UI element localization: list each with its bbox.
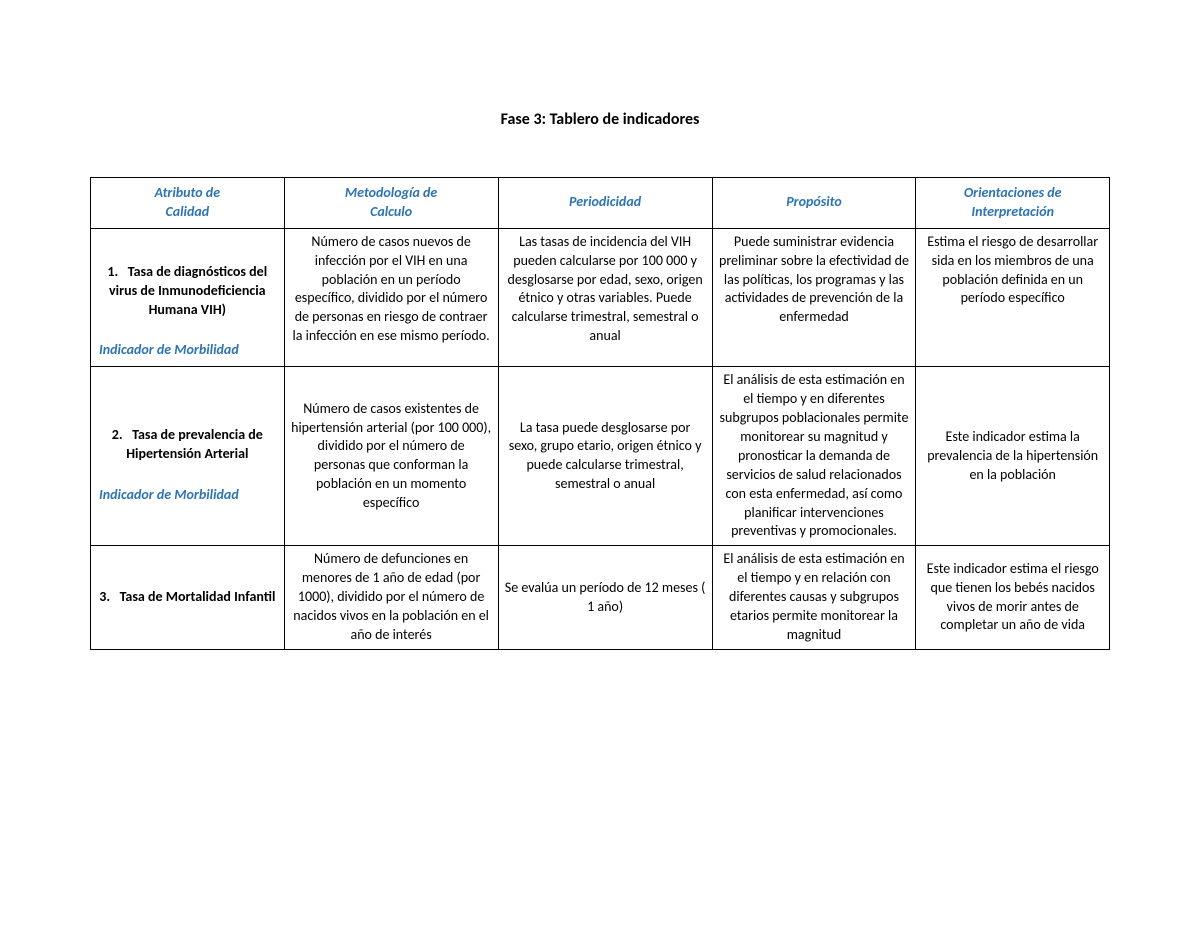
indicator-name: 1. Tasa de diagnósticos del virus de Inm… bbox=[99, 263, 276, 320]
indicator-name: 2. Tasa de prevalencia de Hipertensión A… bbox=[99, 426, 276, 464]
page-title: Fase 3: Tablero de indicadores bbox=[90, 110, 1110, 129]
cell-atributo: 2. Tasa de prevalencia de Hipertensión A… bbox=[91, 367, 285, 546]
indicator-type: Indicador de Morbilidad bbox=[99, 341, 276, 360]
indicators-table: Atributo de Calidad Metodología de Calcu… bbox=[90, 177, 1110, 650]
cell-orientaciones: Este indicador estima el riesgo que tien… bbox=[916, 546, 1110, 649]
cell-orientaciones: Este indicador estima la prevalencia de … bbox=[916, 367, 1110, 546]
table-row: 3. Tasa de Mortalidad Infantil Número de… bbox=[91, 546, 1110, 649]
header-proposito: Propósito bbox=[712, 178, 916, 229]
document-page: Fase 3: Tablero de indicadores Atributo … bbox=[0, 0, 1200, 650]
header-text: Calidad bbox=[165, 203, 209, 220]
cell-metodologia: Número de casos existentes de hipertensi… bbox=[284, 367, 498, 546]
header-text: Periodicidad bbox=[569, 193, 641, 210]
indicator-title: Tasa de prevalencia de Hipertensión Arte… bbox=[126, 426, 263, 462]
header-metodologia: Metodología de Calculo bbox=[284, 178, 498, 229]
cell-metodologia: Número de casos nuevos de infección por … bbox=[284, 228, 498, 367]
table-row: 1. Tasa de diagnósticos del virus de Inm… bbox=[91, 228, 1110, 367]
indicator-number: 1. bbox=[107, 263, 118, 280]
header-text: Orientaciones de bbox=[964, 184, 1062, 201]
header-orientaciones: Orientaciones de Interpretación bbox=[916, 178, 1110, 229]
cell-proposito: El análisis de esta estimación en el tie… bbox=[712, 367, 916, 546]
indicator-number: 3. bbox=[99, 588, 110, 605]
indicator-title: Tasa de Mortalidad Infantil bbox=[120, 588, 276, 605]
indicator-name: 3. Tasa de Mortalidad Infantil bbox=[99, 588, 276, 607]
header-text: Propósito bbox=[786, 193, 842, 210]
cell-proposito: El análisis de esta estimación en el tie… bbox=[712, 546, 916, 649]
header-text: Calculo bbox=[370, 203, 412, 220]
table-row: 2. Tasa de prevalencia de Hipertensión A… bbox=[91, 367, 1110, 546]
cell-atributo: 3. Tasa de Mortalidad Infantil bbox=[91, 546, 285, 649]
cell-periodicidad: Las tasas de incidencia del VIH pueden c… bbox=[498, 228, 712, 367]
indicator-type: Indicador de Morbilidad bbox=[99, 486, 276, 505]
header-text: Interpretación bbox=[971, 203, 1054, 220]
cell-orientaciones: Estima el riesgo de desarrollar sida en … bbox=[916, 228, 1110, 367]
header-text: Metodología de bbox=[345, 184, 437, 201]
header-text: Atributo de bbox=[155, 184, 221, 201]
cell-metodologia: Número de defunciones en menores de 1 añ… bbox=[284, 546, 498, 649]
table-header-row: Atributo de Calidad Metodología de Calcu… bbox=[91, 178, 1110, 229]
indicator-number: 2. bbox=[112, 426, 123, 443]
cell-periodicidad: La tasa puede desglosarse por sexo, grup… bbox=[498, 367, 712, 546]
cell-atributo: 1. Tasa de diagnósticos del virus de Inm… bbox=[91, 228, 285, 367]
indicator-title: Tasa de diagnósticos del virus de Inmuno… bbox=[109, 263, 267, 318]
header-periodicidad: Periodicidad bbox=[498, 178, 712, 229]
cell-periodicidad: Se evalúa un período de 12 meses ( 1 año… bbox=[498, 546, 712, 649]
cell-proposito: Puede suministrar evidencia preliminar s… bbox=[712, 228, 916, 367]
header-atributo: Atributo de Calidad bbox=[91, 178, 285, 229]
